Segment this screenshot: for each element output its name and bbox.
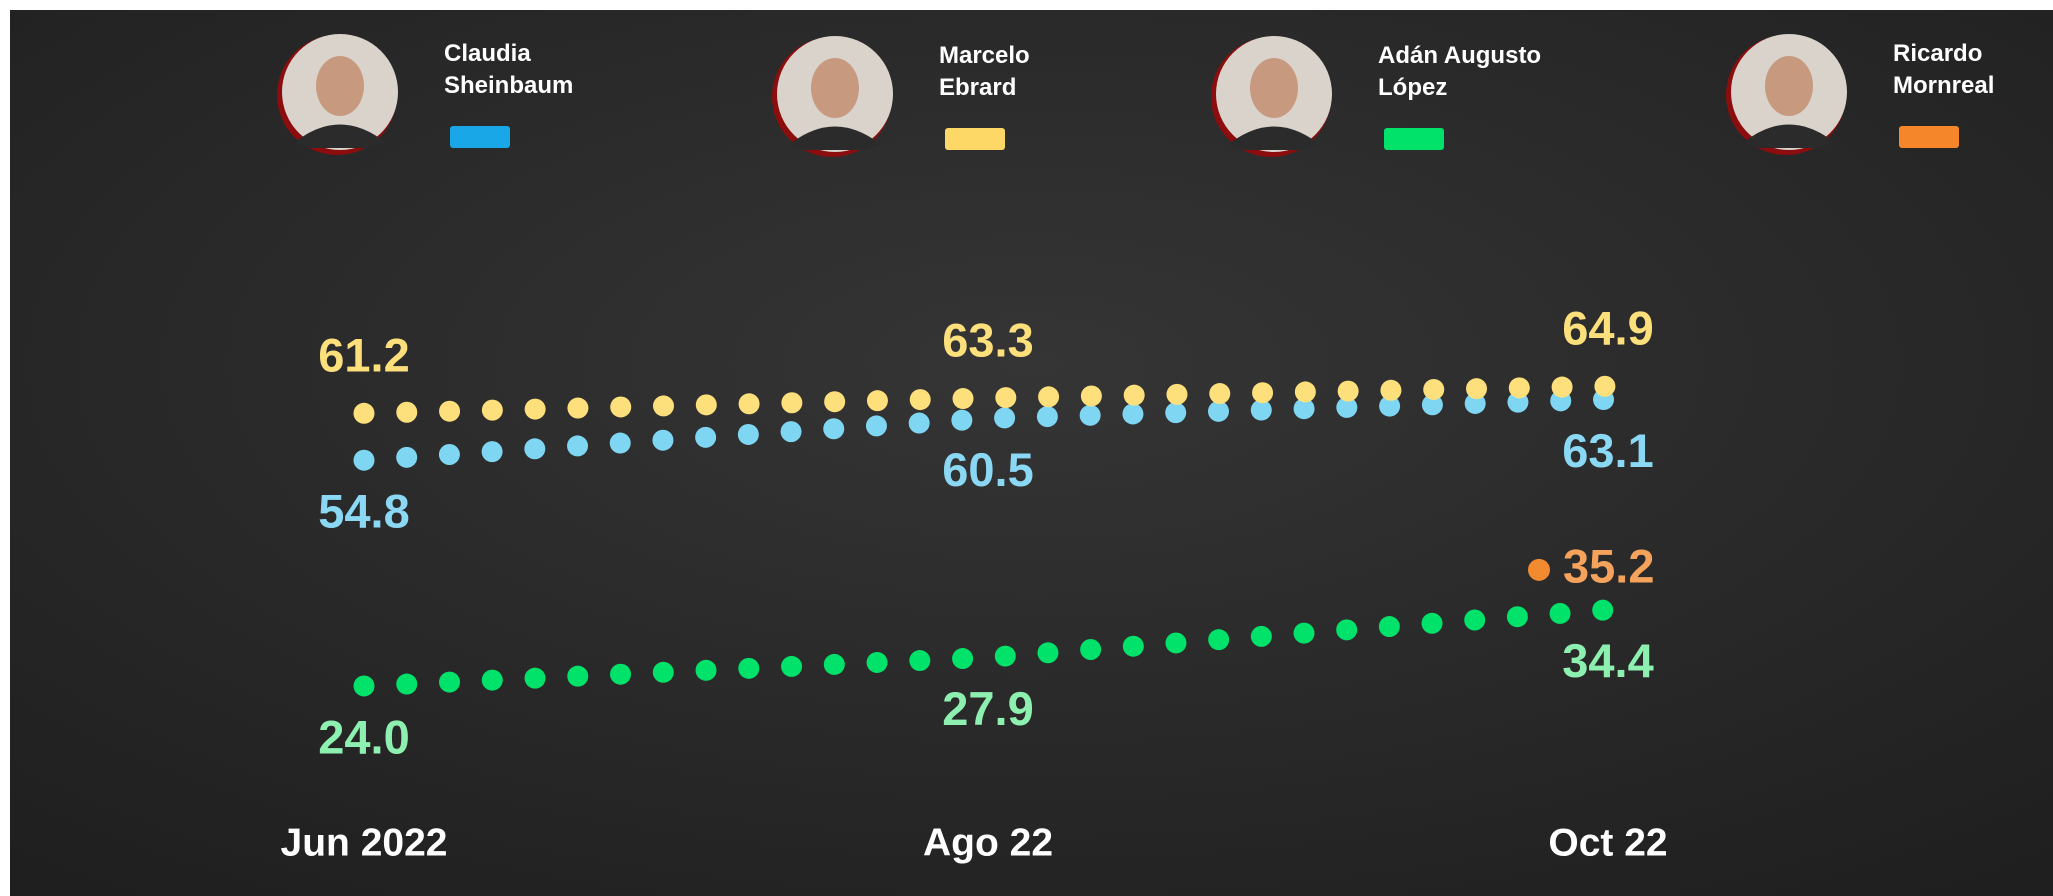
value-label: 63.1: [1562, 424, 1653, 477]
value-label: 63.3: [942, 313, 1033, 366]
dotted-line: [353, 388, 1619, 471]
legend-swatch: [1384, 128, 1444, 150]
x-tick-label: Ago 22: [923, 821, 1053, 864]
avatar-face: [811, 58, 859, 118]
value-label: 64.9: [1562, 302, 1653, 355]
value-label: 34.4: [1562, 634, 1653, 687]
dotted-line: [353, 599, 1619, 697]
point: [1528, 558, 1550, 581]
avatar-body: [1229, 126, 1319, 150]
avatar-body: [1744, 124, 1834, 148]
value-label: 54.8: [318, 485, 409, 538]
dotted-line: [353, 375, 1619, 424]
value-label: 24.0: [318, 710, 409, 763]
value-label: 61.2: [318, 329, 409, 382]
avatar-face: [1250, 58, 1298, 118]
x-tick-label: Jun 2022: [281, 821, 448, 864]
legend-label: Claudia Sheinbaum: [444, 40, 574, 99]
legend-label: Adán Augusto López: [1378, 42, 1542, 101]
legend-swatch: [945, 128, 1005, 150]
legend-swatch: [1899, 126, 1959, 148]
legend-label: Marcelo Ebrard: [939, 42, 1030, 101]
x-tick-label: Oct 22: [1548, 821, 1667, 864]
avatar-body: [790, 126, 880, 150]
value-label: 60.5: [942, 443, 1033, 496]
legend-label: Ricardo Mornreal: [1893, 40, 1995, 99]
value-label: 35.2: [1563, 539, 1654, 592]
background: [10, 10, 2053, 896]
legend-swatch: [450, 126, 510, 148]
avatar-face: [1765, 56, 1813, 116]
avatar-face: [316, 56, 364, 116]
value-label: 27.9: [942, 682, 1033, 735]
avatar-body: [295, 124, 385, 148]
